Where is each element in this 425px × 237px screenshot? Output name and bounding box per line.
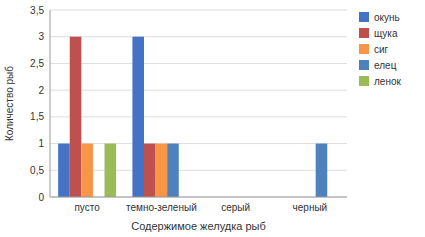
y-tick-label: 3 bbox=[38, 31, 44, 42]
legend-swatch bbox=[359, 28, 369, 38]
chart-container: 0 0,5 1 1,5 2 2,5 3 3,5 пусто темно-зеленый серый ч… bbox=[0, 0, 425, 237]
y-tick-label: 1,5 bbox=[30, 111, 44, 122]
bar bbox=[316, 144, 328, 197]
legend: окунь щука сиг елец ленок bbox=[359, 12, 401, 87]
y-axis-line bbox=[50, 10, 51, 197]
legend-swatch bbox=[359, 60, 369, 70]
legend-label: елец bbox=[374, 60, 397, 71]
y-tick-label: 0,5 bbox=[30, 165, 44, 176]
chart-svg: 0 0,5 1 1,5 2 2,5 3 3,5 пусто темно-зеленый серый ч… bbox=[0, 0, 425, 237]
bar bbox=[156, 144, 168, 197]
x-tick-label: темно-зеленый bbox=[126, 202, 197, 213]
legend-label: сиг bbox=[374, 44, 389, 55]
grid-line bbox=[50, 36, 347, 37]
y-tick-label: 2 bbox=[38, 85, 44, 96]
x-tick-label: пусто bbox=[74, 202, 100, 213]
legend-swatch bbox=[359, 44, 369, 54]
grid-line bbox=[50, 143, 347, 144]
legend-label: ленок bbox=[374, 76, 401, 87]
x-tick-label: серый bbox=[221, 202, 250, 213]
bar bbox=[58, 144, 70, 197]
grid-line bbox=[50, 90, 347, 91]
bar bbox=[144, 144, 156, 197]
legend-swatch bbox=[359, 76, 369, 86]
grid-line bbox=[50, 170, 347, 171]
grid-line bbox=[50, 116, 347, 117]
y-axis-title: Количество рыб bbox=[4, 66, 15, 141]
bar bbox=[167, 144, 179, 197]
bar bbox=[81, 144, 93, 197]
x-axis-line bbox=[50, 197, 347, 198]
bar bbox=[132, 37, 144, 197]
bars bbox=[58, 37, 327, 197]
y-tick-label: 3,5 bbox=[30, 5, 44, 16]
bar bbox=[104, 144, 116, 197]
legend-label: окунь bbox=[374, 12, 400, 23]
legend-swatch bbox=[359, 12, 369, 22]
y-tick-label: 1 bbox=[38, 138, 44, 149]
legend-label: щука bbox=[374, 28, 398, 39]
grid bbox=[50, 10, 347, 197]
grid-line bbox=[50, 197, 347, 198]
y-tick-label: 0 bbox=[38, 192, 44, 203]
bar bbox=[70, 37, 82, 197]
x-tick-label: черный bbox=[293, 202, 328, 213]
y-tick-label: 2,5 bbox=[30, 58, 44, 69]
x-axis-title: Содержимое желудка рыб bbox=[131, 220, 265, 232]
grid-line bbox=[50, 63, 347, 64]
grid-line bbox=[50, 10, 347, 11]
